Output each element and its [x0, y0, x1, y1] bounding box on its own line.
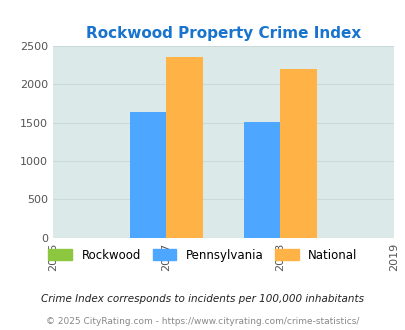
Bar: [130, 112, 166, 238]
Text: © 2025 CityRating.com - https://www.cityrating.com/crime-statistics/: © 2025 CityRating.com - https://www.city…: [46, 317, 359, 326]
Title: Rockwood Property Crime Index: Rockwood Property Crime Index: [85, 26, 360, 41]
Legend: Rockwood, Pennsylvania, National: Rockwood, Pennsylvania, National: [43, 244, 362, 266]
Bar: [243, 122, 279, 238]
Bar: [279, 69, 316, 238]
Text: Crime Index corresponds to incidents per 100,000 inhabitants: Crime Index corresponds to incidents per…: [41, 294, 364, 304]
Bar: [166, 57, 202, 238]
